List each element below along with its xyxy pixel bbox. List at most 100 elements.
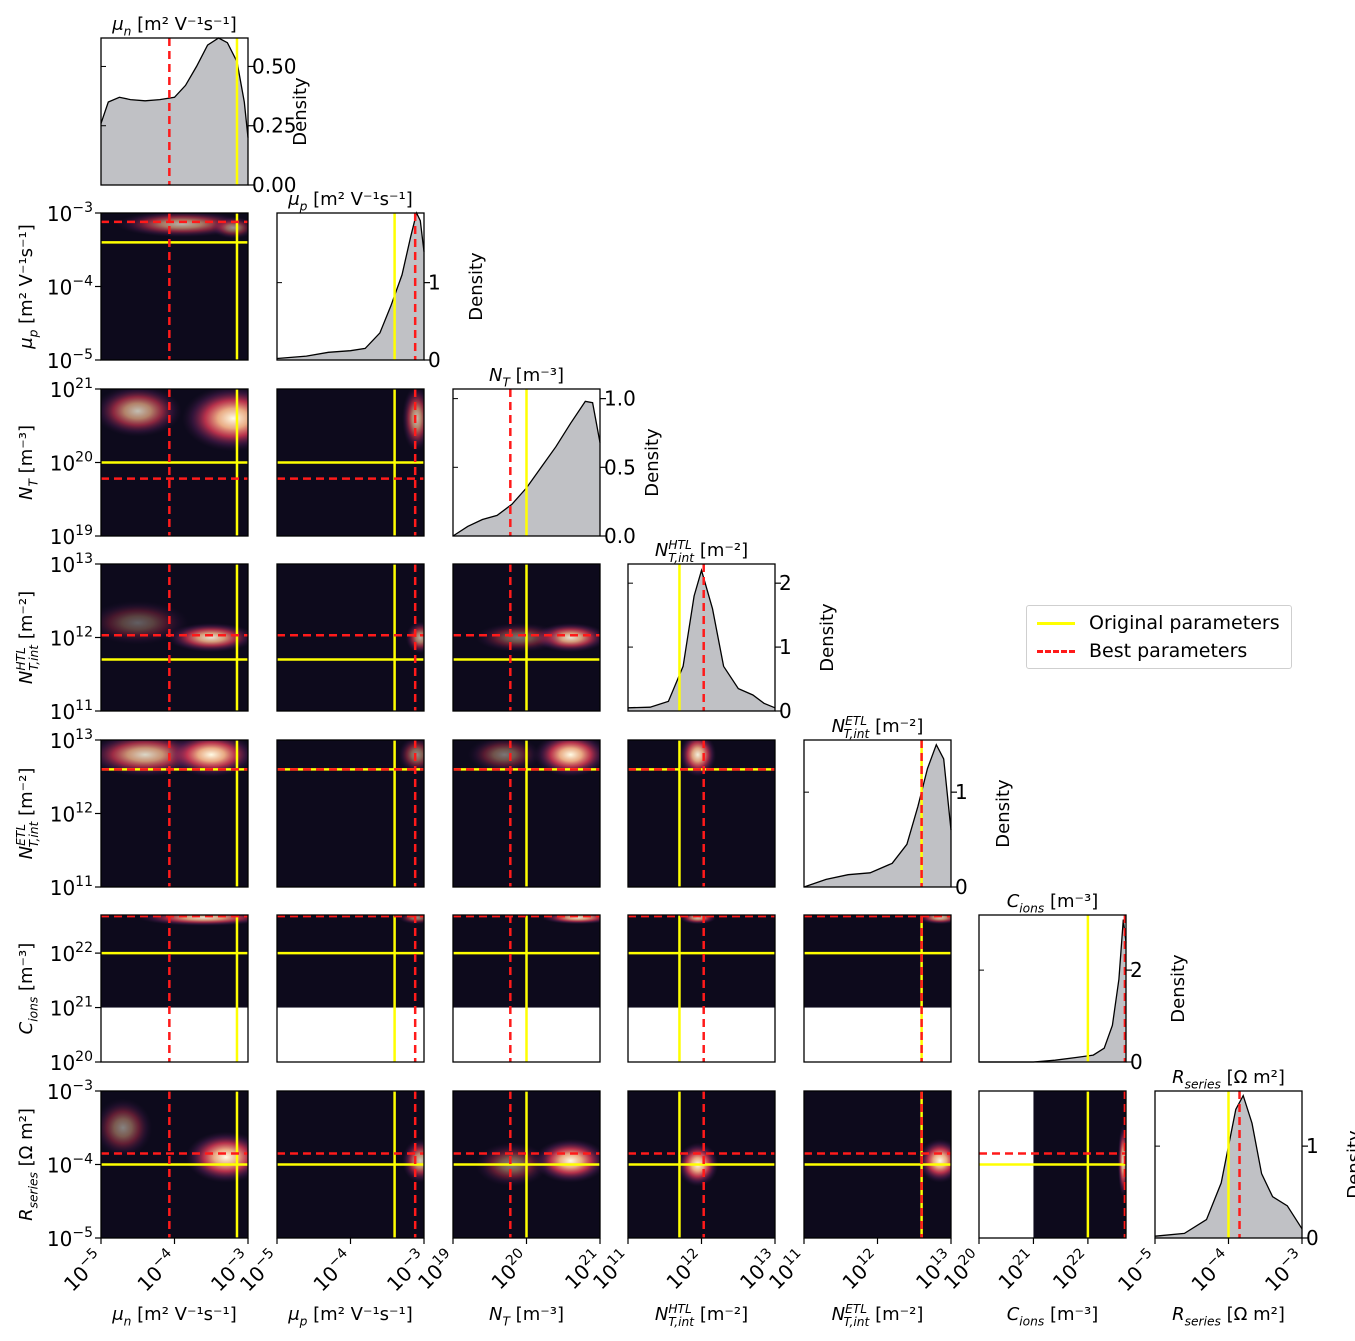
panel-N_T-vs-R_series (452, 1090, 601, 1239)
density-curve (452, 400, 601, 537)
density-curve (1154, 1093, 1303, 1237)
panel-C_ions-vs-R_series (978, 1090, 1127, 1239)
density-axis-label: Density (642, 428, 663, 497)
density-curve (100, 37, 249, 138)
heatmap-N_T-N_HTL (453, 564, 600, 711)
heatmap-mu_n-C_ions (101, 915, 248, 1062)
y-tick-label: 10−3 (47, 1078, 93, 1104)
density-fill (628, 570, 775, 711)
y-tick-label: 1013 (50, 551, 93, 577)
y-tick-label: 1011 (50, 698, 93, 724)
legend-label-original: Original parameters (1089, 612, 1280, 634)
legend-swatch-best (1037, 649, 1075, 653)
density-tick-label: 0 (1130, 1050, 1143, 1074)
panel-mu_n-vs-N_T (100, 388, 249, 537)
heatmap-N_HTL-R_series (628, 1091, 775, 1238)
panel-frame (978, 914, 1127, 1063)
x-tick-label: 1012 (660, 1245, 709, 1294)
panel-frame (627, 563, 776, 712)
panel-frame (276, 212, 425, 361)
density-tick-label: 0.5 (604, 455, 636, 479)
diag-panel-R_series: 0 1 Density Rseries [Ω m²] (1154, 1067, 1355, 1250)
panel-mu_n-vs-N_HTL (100, 563, 249, 712)
panel-frame (627, 914, 776, 1063)
density-fill (979, 919, 1126, 1062)
panel-frame (452, 739, 601, 888)
panel-N_T-vs-N_HTL (452, 563, 601, 712)
density-tick-label: 0 (1306, 1226, 1319, 1250)
density-blob (405, 621, 424, 654)
panel-N_ETL-vs-R_series (803, 1090, 952, 1239)
density-blob (917, 915, 951, 925)
density-curve (627, 568, 776, 709)
density-blob (185, 1131, 248, 1183)
x-tick-label: 1012 (836, 1245, 885, 1294)
panel-mu_p-vs-N_T (276, 388, 425, 537)
density-curve (276, 211, 425, 360)
y-tick-label: 10−5 (47, 1225, 93, 1251)
panel-mu_n-vs-N_ETL (100, 739, 249, 888)
density-tick-label: 1 (1306, 1134, 1319, 1158)
x-tick-label: 1020 (485, 1245, 534, 1294)
x-tick-label: 10−4 (1185, 1245, 1236, 1296)
diag-title-mu_p: μp [m² V⁻¹s⁻¹] (287, 189, 413, 213)
empty-region (101, 1007, 248, 1062)
panel-frame (276, 914, 425, 1063)
x-tick-label: 10−5 (1112, 1245, 1163, 1296)
x-tick-label: 10−5 (58, 1245, 109, 1296)
legend-item-best: Best parameters (1037, 638, 1247, 664)
y-tick-label: 1021 (50, 376, 93, 402)
panel-frame (803, 914, 952, 1063)
diag-panel-C_ions: 0 2 Density Cions [m⁻³] (978, 891, 1189, 1074)
diag-title-C_ions: Cions [m⁻³] (1007, 891, 1099, 915)
heatmap-N_T-N_ETL (453, 740, 600, 887)
panel-N_HTL-vs-N_ETL (627, 739, 776, 888)
y-tick-label: 1012 (50, 801, 93, 827)
density-axis-label: Density (466, 252, 487, 321)
y-tick-label: 10−4 (47, 1152, 93, 1178)
heatmap-mu_n-mu_p (101, 213, 248, 360)
density-blob (101, 389, 182, 437)
density-blob (101, 600, 190, 645)
legend-swatch-original (1037, 621, 1075, 625)
density-blob (101, 1098, 153, 1158)
diag-title-N_T: NT [m⁻³] (489, 365, 564, 389)
panel-mu_p-vs-C_ions (276, 914, 425, 1063)
panel-N_HTL-vs-C_ions (627, 914, 776, 1063)
density-blob (467, 740, 542, 774)
diag-panel-N_T: 0.0 0.5 1.0 Density NT [m⁻³] (452, 365, 663, 548)
panel-frame (452, 563, 601, 712)
panel-frame (276, 388, 425, 537)
x-tick-label: 10−3 (1259, 1245, 1310, 1296)
x-axis-label-C_ions: Cions [m⁻³] (1007, 1304, 1099, 1328)
heatmap-mu_n-R_series (101, 1091, 248, 1238)
heatmap-N_ETL-C_ions (804, 915, 951, 1062)
panel-frame (100, 37, 249, 186)
density-blob (398, 740, 424, 774)
density-tick-label: 0.25 (252, 114, 297, 138)
heatmap-background (277, 564, 424, 711)
legend: Original parameters Best parameters (1026, 605, 1292, 669)
density-blob (167, 622, 248, 653)
heatmap-mu_p-R_series (277, 1091, 424, 1238)
panel-frame (276, 739, 425, 888)
density-tick-label: 0.50 (252, 54, 297, 78)
density-tick-label: 0.0 (604, 524, 636, 548)
diag-title-N_HTL: NHTL T,int [m⁻²] (655, 538, 748, 565)
legend-label-best: Best parameters (1089, 640, 1248, 662)
density-tick-label: 0 (428, 348, 441, 372)
heatmap-mu_p-N_HTL (277, 564, 424, 711)
density-tick-label: 1.0 (604, 387, 636, 411)
y-tick-label: 10−4 (47, 274, 93, 300)
density-fill (804, 744, 951, 887)
density-tick-label: 1 (779, 635, 792, 659)
density-tick-label: 0.00 (252, 173, 297, 197)
panel-N_HTL-vs-R_series (627, 1090, 776, 1239)
panel-mu_n-vs-C_ions (100, 914, 249, 1063)
x-tick-label: 10−4 (131, 1245, 182, 1296)
heatmap-background (277, 740, 424, 887)
x-axis-label-mu_n: μn [m² V⁻¹s⁻¹] (111, 1304, 237, 1328)
y-tick-label: 1020 (50, 1049, 93, 1075)
